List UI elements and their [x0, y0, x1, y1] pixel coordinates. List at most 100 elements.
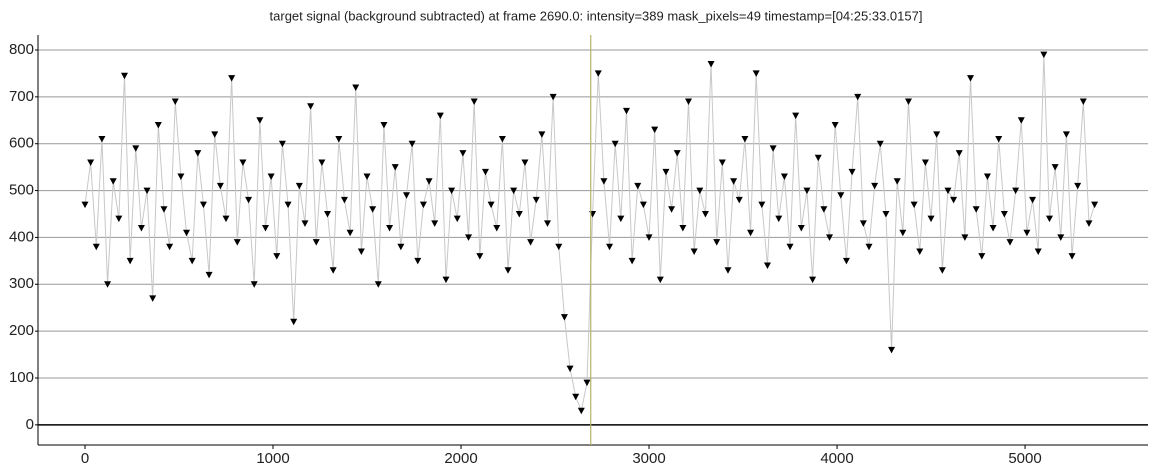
- marker: [109, 178, 117, 185]
- marker: [741, 136, 749, 143]
- marker: [730, 178, 738, 185]
- marker: [724, 267, 732, 274]
- series-line: [84, 54, 1096, 413]
- marker: [888, 346, 896, 354]
- y-tick-label: 0: [26, 416, 34, 433]
- marker: [950, 196, 958, 204]
- marker: [701, 210, 709, 218]
- marker: [521, 159, 529, 166]
- marker: [809, 276, 817, 284]
- marker: [408, 140, 416, 148]
- marker: [465, 234, 473, 241]
- marker: [363, 173, 371, 181]
- marker: [233, 239, 241, 246]
- marker: [775, 215, 783, 223]
- marker: [211, 131, 219, 138]
- marker: [544, 220, 552, 227]
- marker: [199, 201, 207, 209]
- marker: [1029, 196, 1037, 204]
- marker: [1000, 210, 1008, 218]
- marker: [718, 159, 726, 166]
- marker: [352, 84, 360, 91]
- marker: [380, 121, 388, 129]
- marker: [972, 206, 980, 213]
- marker: [453, 215, 461, 223]
- marker: [1006, 239, 1014, 246]
- chart-title: target signal (background subtracted) at…: [270, 8, 923, 23]
- marker: [104, 281, 112, 288]
- marker: [346, 229, 354, 237]
- marker: [995, 136, 1003, 143]
- marker: [510, 187, 518, 195]
- marker: [651, 126, 659, 134]
- marker: [335, 136, 343, 143]
- marker: [978, 253, 986, 260]
- y-tick-label: 700: [9, 88, 34, 105]
- marker: [222, 215, 230, 223]
- marker: [938, 267, 946, 274]
- marker: [301, 220, 309, 227]
- marker: [228, 75, 236, 82]
- marker: [250, 281, 258, 288]
- marker: [171, 98, 179, 106]
- marker: [989, 225, 997, 232]
- marker: [205, 271, 213, 279]
- marker: [876, 140, 884, 148]
- marker: [357, 248, 365, 255]
- x-tick-label: 4000: [820, 450, 853, 467]
- marker: [1079, 98, 1087, 106]
- marker: [87, 159, 95, 166]
- marker: [532, 196, 540, 204]
- y-tick-label: 600: [9, 135, 34, 152]
- marker: [814, 154, 822, 162]
- marker: [555, 243, 563, 251]
- marker: [324, 210, 332, 218]
- y-tick-label: 800: [9, 41, 34, 58]
- marker: [397, 243, 405, 251]
- marker: [120, 72, 128, 80]
- x-tick-label: 1000: [256, 450, 289, 467]
- marker: [538, 131, 546, 138]
- marker: [611, 140, 619, 148]
- y-tick-label: 100: [9, 369, 34, 386]
- marker: [115, 215, 123, 223]
- x-tick-label: 3000: [632, 450, 665, 467]
- marker: [882, 210, 890, 218]
- marker: [927, 215, 935, 223]
- marker: [752, 70, 760, 77]
- marker: [1045, 215, 1053, 223]
- marker: [92, 243, 100, 251]
- marker: [132, 145, 140, 152]
- marker: [1023, 229, 1031, 237]
- marker: [656, 276, 664, 284]
- marker: [239, 159, 247, 166]
- y-tick-label: 200: [9, 322, 34, 339]
- marker: [668, 206, 676, 213]
- marker: [859, 220, 867, 227]
- marker: [662, 168, 670, 176]
- marker: [149, 295, 157, 302]
- marker: [312, 239, 320, 246]
- marker: [904, 98, 912, 106]
- marker: [572, 393, 580, 401]
- marker: [696, 187, 704, 195]
- marker: [792, 112, 800, 120]
- marker: [318, 159, 326, 166]
- marker: [634, 182, 642, 190]
- marker: [278, 140, 286, 148]
- marker: [481, 168, 489, 176]
- marker: [560, 314, 568, 321]
- marker: [916, 248, 924, 255]
- marker: [1074, 182, 1082, 190]
- marker: [493, 225, 501, 232]
- marker: [374, 281, 382, 288]
- marker: [645, 234, 653, 241]
- y-tick-label: 400: [9, 228, 34, 245]
- x-tick-label: 5000: [1008, 450, 1041, 467]
- marker: [854, 93, 862, 101]
- marker: [498, 136, 506, 143]
- marker: [842, 257, 850, 265]
- marker: [769, 145, 777, 152]
- marker: [600, 178, 608, 185]
- marker: [154, 121, 162, 129]
